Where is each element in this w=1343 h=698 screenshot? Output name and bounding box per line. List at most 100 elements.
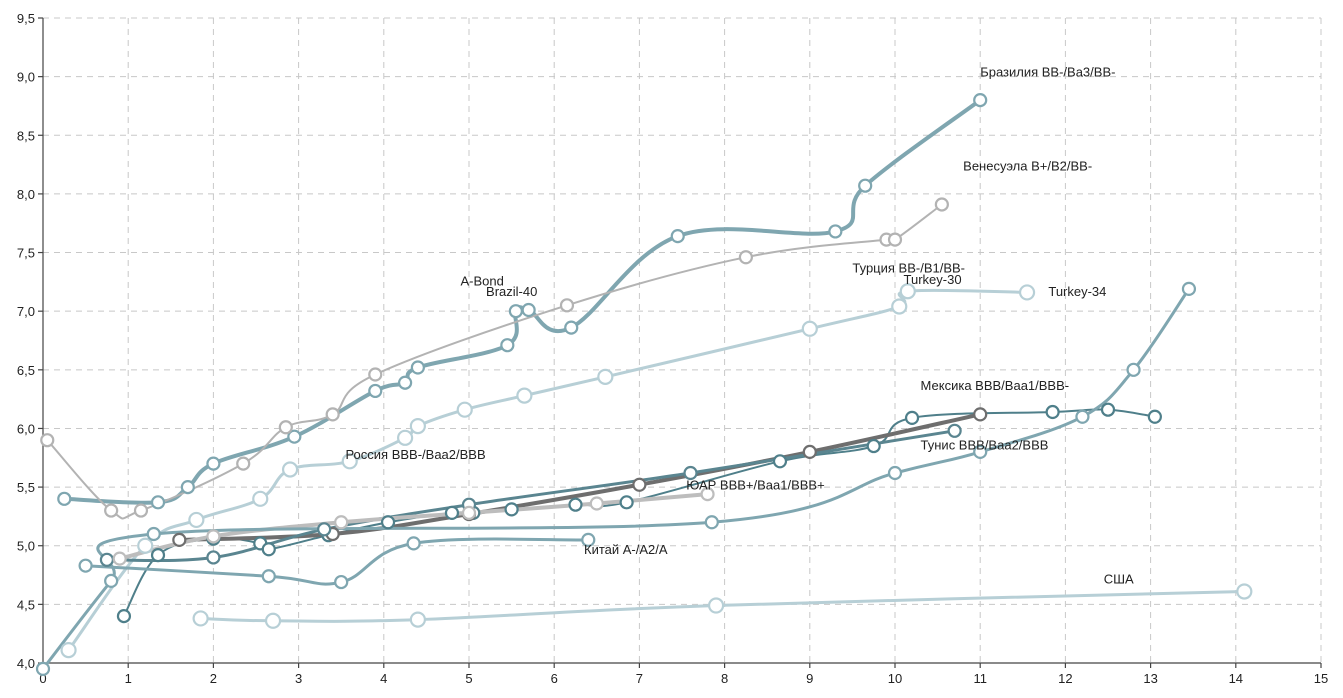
series-8-point: [887, 465, 903, 481]
annotation-label: Brazil-40: [486, 284, 537, 299]
series-2-point: [60, 641, 77, 659]
series-3-point: [1100, 402, 1116, 417]
series-3-point: [444, 505, 460, 520]
series-3-point: [1147, 409, 1162, 424]
series-3-point: [116, 608, 132, 624]
series-7-point: [581, 532, 596, 547]
series-2-point: [801, 320, 818, 337]
series-3-point: [619, 495, 634, 510]
x-tick-label: 4: [380, 671, 387, 686]
series-4-point: [172, 532, 187, 547]
series-2-point: [252, 490, 269, 507]
series-8-point: [1126, 362, 1141, 377]
series-5-point: [206, 550, 221, 565]
series-1-point: [934, 197, 949, 212]
x-tick-label: 5: [465, 671, 472, 686]
series-0-point: [828, 224, 843, 239]
series-8-point: [1181, 281, 1197, 296]
series-9-point: [1236, 583, 1253, 600]
series-1-point: [40, 433, 55, 448]
series-0-point: [858, 178, 873, 193]
series-4-point: [632, 477, 647, 492]
series-6-point: [461, 505, 477, 520]
annotation-label: A-Bond: [460, 273, 503, 288]
y-tick-label: 8,0: [17, 187, 35, 202]
series-0-point: [564, 320, 579, 335]
series-1-point: [559, 298, 575, 313]
series-2-point: [397, 429, 414, 446]
x-tick-label: 9: [806, 671, 813, 686]
series-1-point: [278, 420, 293, 435]
series-6-point: [206, 529, 221, 544]
x-tick-label: 2: [210, 671, 217, 686]
series-3-point: [150, 548, 166, 563]
series-9-point: [409, 611, 426, 628]
y-tick-label: 4,0: [17, 656, 35, 671]
series-7-point: [78, 558, 93, 573]
series-0-point: [206, 456, 221, 471]
x-tick-label: 12: [1058, 671, 1072, 686]
series-3-point: [380, 515, 396, 530]
series-4-line: [177, 412, 983, 542]
series-2-point: [188, 511, 205, 529]
axes: 0 1 2 3 4 5 6 7 8 9 10 11 12 13 14 154,04,55,05,56,06,5…: [17, 11, 1328, 686]
series-9-point: [192, 610, 209, 627]
series-8-point: [146, 526, 161, 542]
series-2-point: [409, 418, 426, 435]
series-2-point: [597, 368, 614, 385]
series-markers: [35, 92, 1253, 676]
series-1-point: [368, 367, 383, 382]
x-tick-label: 15: [1314, 671, 1328, 686]
series-0-point: [508, 304, 523, 319]
series-5-point: [317, 522, 332, 537]
series-4-point: [802, 444, 817, 460]
y-tick-label: 5,0: [17, 539, 35, 554]
series-0-point: [398, 375, 413, 390]
x-tick-label: 1: [125, 671, 132, 686]
series-9-point: [707, 597, 725, 614]
series-7-point: [406, 536, 421, 551]
series-2-point: [341, 453, 358, 470]
series-1-point: [738, 250, 754, 265]
series-0-point: [410, 360, 425, 375]
y-tick-label: 9,5: [17, 11, 35, 26]
y-tick-label: 4,5: [17, 597, 35, 612]
series-0-point: [500, 338, 515, 353]
x-tick-label: 10: [888, 671, 902, 686]
series-7-point: [261, 569, 276, 584]
annotation-label: ЮАР BBB+/Baa1/BBB+: [686, 477, 824, 492]
x-tick-label: 0: [39, 671, 46, 686]
annotation-label: Turkey-34: [1048, 284, 1106, 299]
annotation-label: Turkey-30: [904, 272, 962, 287]
annotation-label: Китай A-/A2/A: [584, 542, 668, 557]
x-tick-label: 13: [1143, 671, 1157, 686]
series-0-line: [62, 98, 983, 505]
series-0-point: [521, 302, 536, 318]
series-2-point: [1018, 284, 1036, 301]
y-tick-label: 5,5: [17, 480, 35, 495]
series-5-point: [947, 423, 962, 438]
y-tick-label: 8,5: [17, 128, 35, 143]
grid-lines: [43, 17, 1322, 663]
x-tick-label: 11: [973, 671, 987, 686]
x-tick-label: 6: [551, 671, 558, 686]
annotation-label: Тунис BBB/Baa2/BBB: [921, 438, 1049, 453]
annotation-label: Турция BB-/B1/BB-: [852, 260, 965, 275]
series-1-point: [133, 503, 149, 518]
series-0-point: [180, 479, 195, 495]
series-1-line: [46, 203, 943, 520]
series-9-point: [264, 612, 282, 629]
series-0-point: [57, 491, 72, 506]
series-0-point: [973, 92, 988, 108]
series-6-point: [589, 496, 604, 511]
series-2-point: [456, 401, 473, 418]
series-3-point: [504, 502, 519, 517]
series-3-point: [1045, 404, 1060, 420]
y-tick-label: 6,0: [17, 421, 35, 436]
series-2-point: [899, 283, 916, 300]
series-3-point: [261, 542, 276, 557]
series-6-point: [112, 551, 127, 566]
series-5-point: [683, 465, 698, 481]
x-tick-label: 3: [295, 671, 302, 686]
